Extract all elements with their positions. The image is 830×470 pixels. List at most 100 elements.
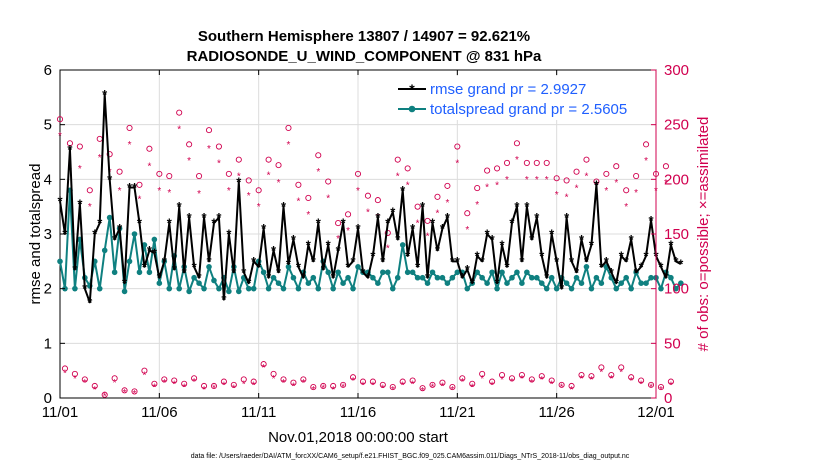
- possible-obs-marker: [56, 116, 64, 123]
- spread-point: [260, 269, 267, 276]
- assimilated-obs-marker: *: [396, 172, 400, 183]
- assimilated-obs-marker: *: [525, 175, 529, 186]
- possible-obs-marker: [86, 187, 93, 194]
- rmse-point: *: [370, 248, 376, 263]
- possible-obs-marker: [260, 361, 267, 368]
- possible-obs-marker: [553, 175, 560, 182]
- assimilated-obs-marker: *: [530, 378, 534, 389]
- rmse-point: *: [589, 237, 595, 252]
- possible-obs-marker: [76, 143, 83, 150]
- spread-point: [345, 274, 351, 281]
- rmse-point: *: [281, 199, 287, 214]
- rmse-point: *: [410, 221, 416, 236]
- possible-obs-marker: [215, 143, 222, 150]
- possible-obs-marker: [161, 376, 168, 383]
- spread-point: [504, 280, 510, 287]
- assimilated-obs-marker: *: [565, 192, 569, 203]
- possible-obs-marker: [146, 145, 153, 152]
- possible-obs-marker: [330, 382, 337, 390]
- spread-point: [444, 280, 451, 287]
- assimilated-obs-marker: *: [619, 367, 623, 378]
- possible-obs-marker: [176, 109, 183, 116]
- legend-box: [392, 76, 614, 120]
- assimilated-obs-marker: *: [167, 188, 171, 199]
- assimilated-obs-marker: *: [341, 383, 345, 394]
- rmse-point: *: [395, 232, 401, 247]
- spread-point: [310, 274, 317, 281]
- rmse-point: *: [122, 276, 128, 291]
- assimilated-obs-marker: *: [182, 383, 186, 394]
- possible-obs-marker: [131, 388, 138, 395]
- possible-obs-marker: [429, 381, 436, 388]
- assimilated-obs-marker: *: [604, 186, 608, 197]
- rmse-point: *: [167, 216, 173, 231]
- possible-obs-marker: [459, 375, 466, 382]
- assimilated-obs-marker: *: [296, 197, 300, 208]
- spread-point: [226, 288, 232, 295]
- rmse-point: *: [385, 216, 391, 231]
- assimilated-obs-marker: *: [351, 376, 355, 387]
- assimilated-obs-marker: *: [152, 383, 156, 394]
- rmse-point: *: [251, 254, 257, 269]
- x-tick-label: 11/21: [439, 404, 475, 421]
- assimilated-obs-marker: *: [535, 175, 539, 186]
- spread-point: [280, 285, 287, 292]
- possible-obs-marker: [305, 194, 312, 201]
- spread-point: [131, 231, 138, 237]
- possible-obs-marker: [171, 377, 178, 384]
- assimilated-obs-marker: *: [123, 388, 127, 399]
- possible-obs-marker: [96, 135, 103, 142]
- spread-point: [454, 269, 461, 276]
- rmse-point: *: [157, 270, 163, 285]
- spread-point: [434, 274, 441, 281]
- possible-obs-marker: [394, 156, 401, 163]
- assimilated-obs-marker: *: [311, 385, 315, 396]
- spread-point: [618, 280, 625, 287]
- possible-obs-marker: [240, 376, 247, 383]
- assimilated-obs-marker: *: [614, 178, 618, 189]
- rmse-point: *: [629, 232, 635, 247]
- rmse-point: *: [202, 210, 208, 225]
- legend-rmse-label: rmse grand pr = 2.9927: [430, 81, 586, 98]
- spread-point: [101, 247, 108, 254]
- assimilated-obs-marker: *: [207, 144, 211, 155]
- assimilated-obs-marker: *: [545, 175, 549, 186]
- assimilated-obs-marker: *: [103, 391, 107, 402]
- assimilated-obs-marker: *: [88, 202, 92, 213]
- rmse-point: *: [365, 270, 371, 285]
- spread-point: [380, 269, 386, 276]
- possible-obs-marker: [399, 378, 406, 385]
- possible-obs-marker: [71, 370, 78, 377]
- rmse-point: *: [117, 221, 123, 236]
- rmse-point: *: [82, 281, 88, 296]
- assimilated-obs-marker: *: [83, 378, 87, 389]
- rmse-point: *: [142, 259, 148, 274]
- possible-obs-marker: [210, 382, 218, 390]
- spread-point: [489, 269, 495, 276]
- spread-point: [186, 288, 192, 295]
- assimilated-obs-marker: *: [391, 385, 395, 396]
- assimilated-obs-marker: *: [495, 180, 499, 191]
- spread-point: [543, 285, 550, 292]
- possible-obs-marker: [667, 378, 674, 385]
- rmse-point: *: [569, 254, 575, 269]
- rmse-point: *: [216, 210, 222, 225]
- possible-obs-marker: [518, 371, 525, 379]
- spread-point: [121, 288, 128, 295]
- rmse-point: *: [579, 232, 585, 247]
- rmse-point: *: [450, 254, 456, 269]
- spread-point: [553, 285, 560, 292]
- possible-obs-marker: [618, 364, 625, 371]
- possible-obs-marker: [469, 380, 476, 387]
- assimilated-obs-marker: *: [321, 384, 325, 395]
- assimilated-obs-marker: *: [113, 378, 117, 389]
- spread-point: [628, 285, 634, 292]
- assimilated-obs-marker: *: [540, 375, 544, 386]
- spread-point: [474, 269, 481, 276]
- rmse-point: *: [604, 254, 610, 269]
- assimilated-obs-marker: *: [237, 172, 241, 183]
- rmse-point: *: [187, 210, 193, 225]
- spread-point: [370, 274, 376, 281]
- possible-obs-marker: [643, 141, 650, 148]
- rmse-point: *: [336, 243, 342, 258]
